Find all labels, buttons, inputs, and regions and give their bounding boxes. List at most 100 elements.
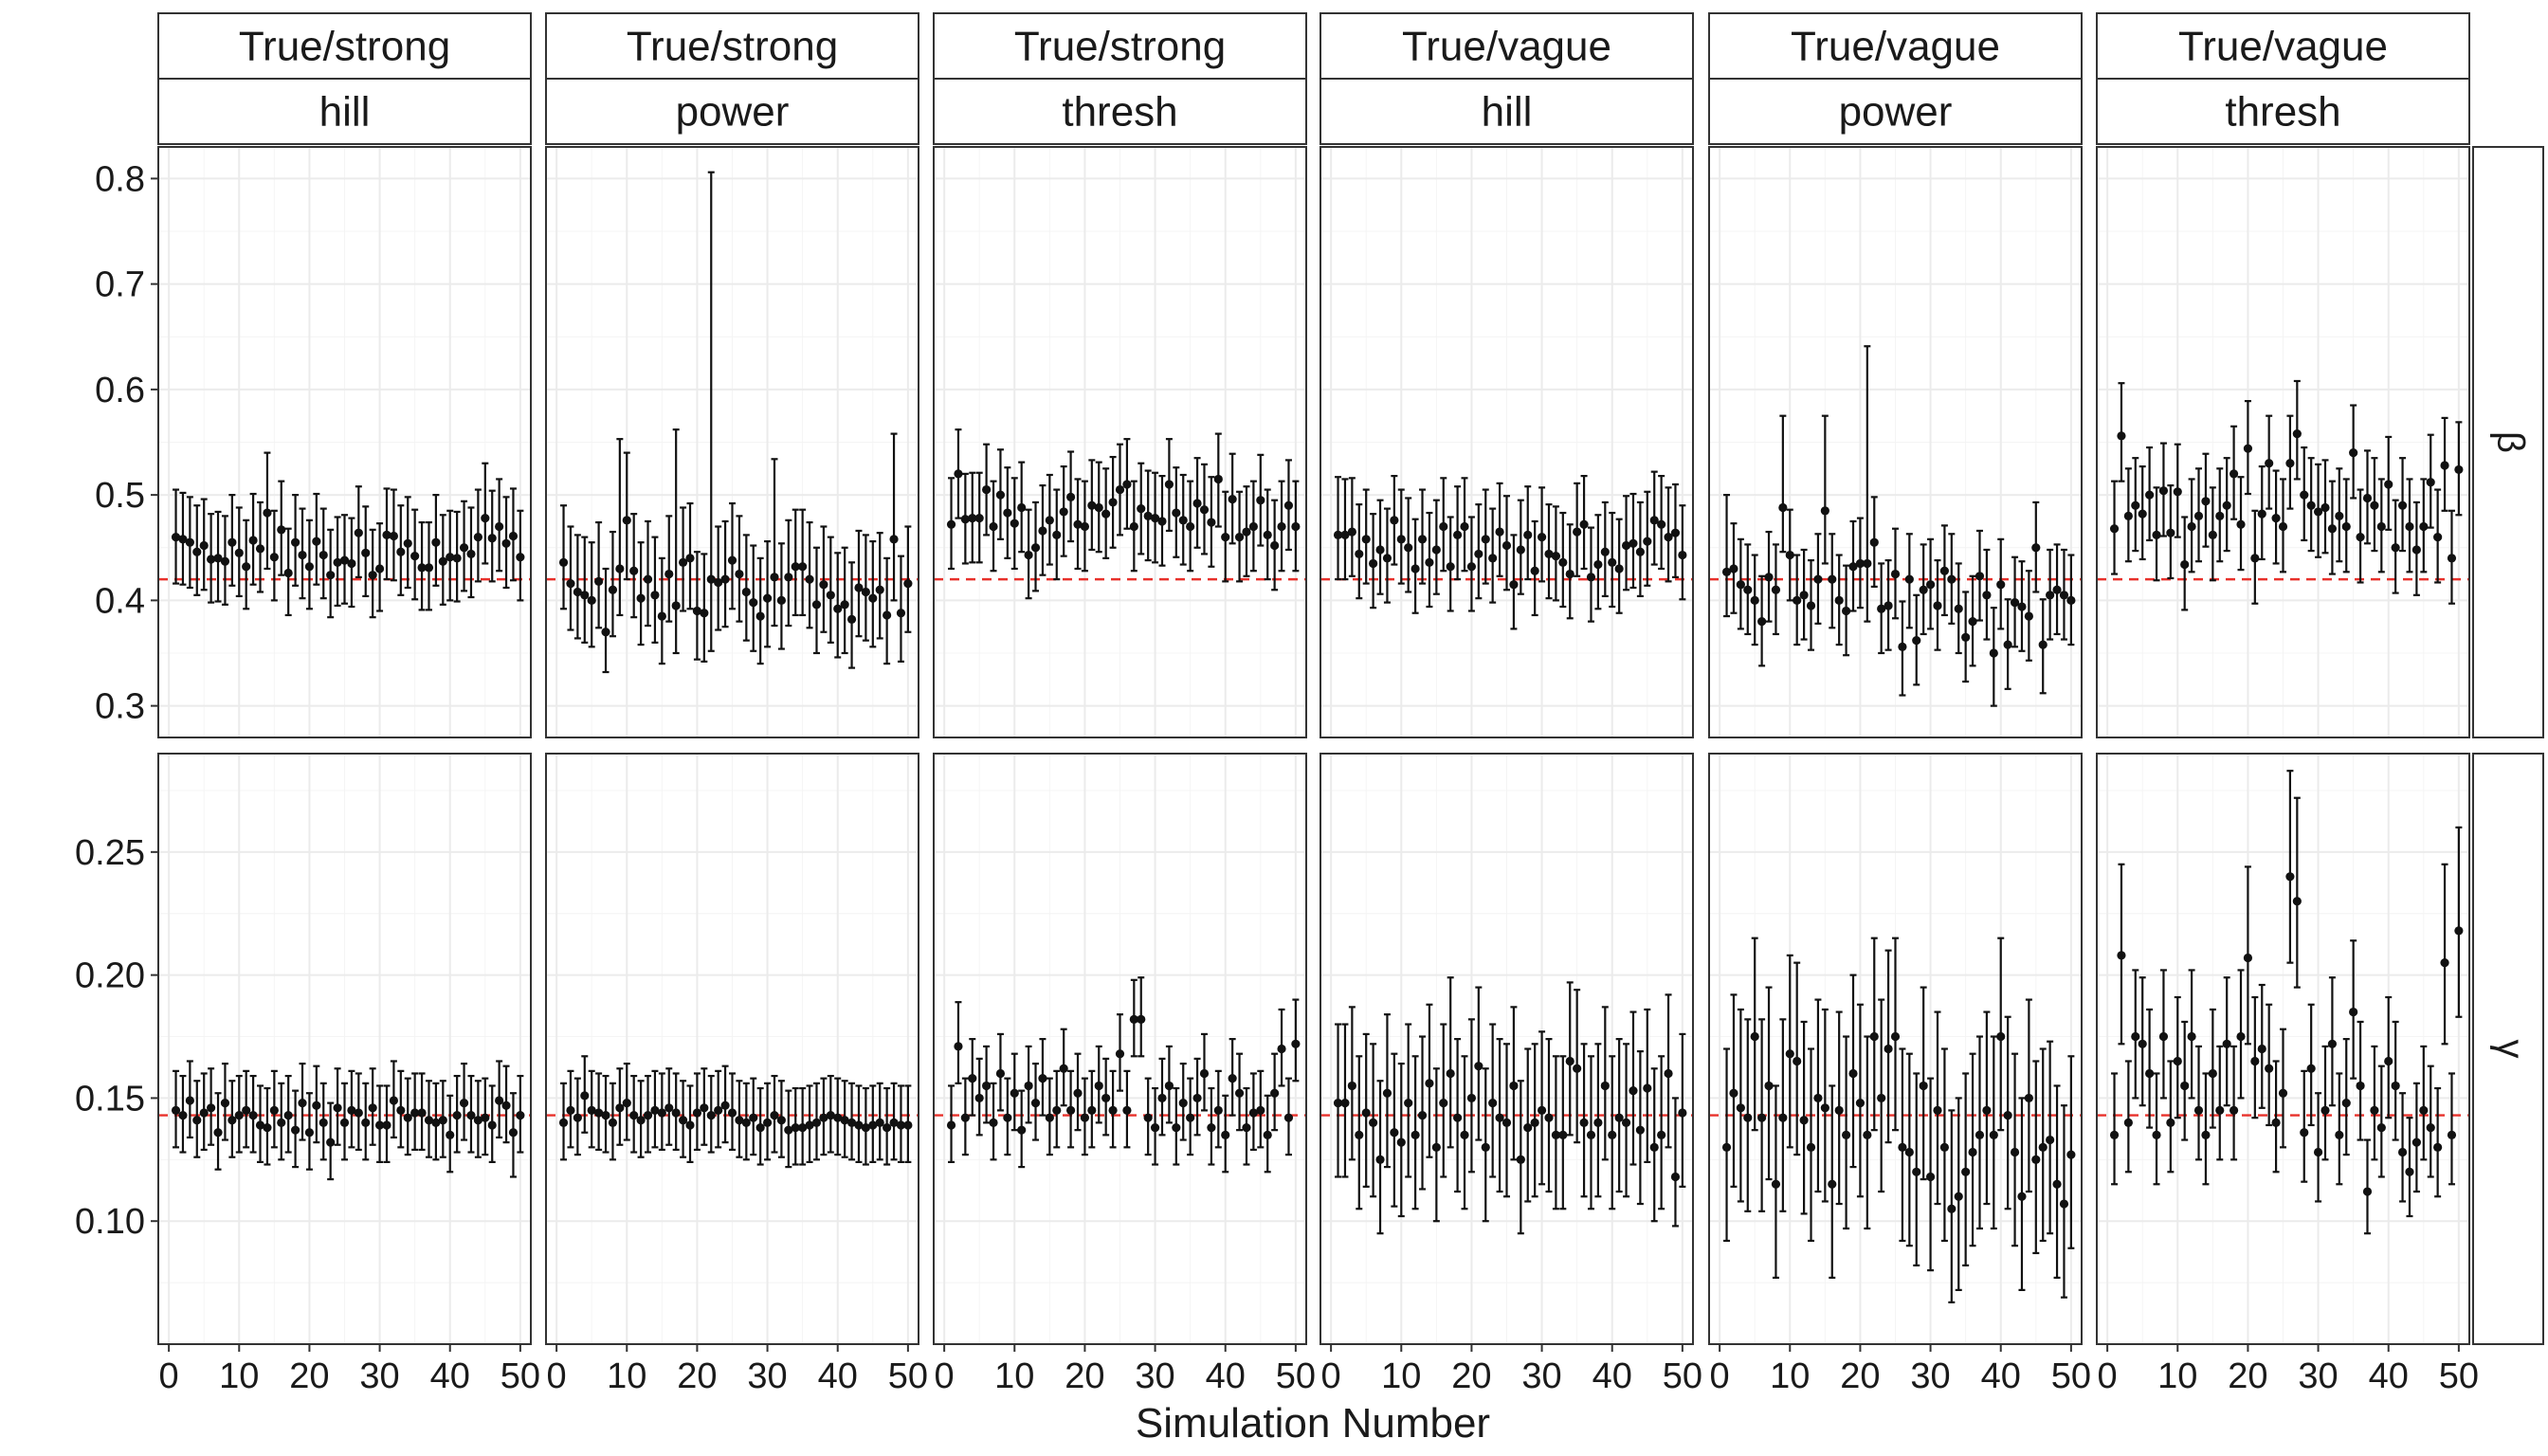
- data-point: [580, 591, 590, 600]
- data-point: [1608, 557, 1617, 567]
- strip-bottom-box: [933, 78, 1307, 145]
- x-tick-label: 30: [747, 1356, 787, 1396]
- data-point: [1975, 1130, 1985, 1139]
- data-point: [854, 583, 864, 592]
- data-point: [741, 587, 751, 597]
- data-point: [516, 1110, 525, 1120]
- panel-series: [1333, 470, 1687, 630]
- data-point: [2320, 502, 2330, 513]
- data-point: [896, 609, 906, 618]
- data-point: [2173, 487, 2182, 497]
- strip-bottom-box: [545, 78, 919, 145]
- data-point: [1108, 498, 1118, 507]
- data-point: [594, 1108, 604, 1118]
- data-point: [2215, 511, 2225, 520]
- data-point: [615, 1103, 625, 1113]
- data-point: [566, 1105, 575, 1115]
- data-point: [2278, 1088, 2288, 1098]
- data-point: [1523, 530, 1533, 540]
- data-point: [1003, 1113, 1012, 1122]
- data-point: [508, 531, 519, 541]
- data-point: [700, 1103, 709, 1113]
- data-point: [2052, 585, 2062, 594]
- strip-bottom-label: thresh: [1062, 89, 1177, 136]
- data-point: [1982, 1105, 1992, 1115]
- data-point: [1417, 535, 1428, 544]
- strip-top-box: [1708, 12, 2083, 80]
- data-point: [636, 593, 646, 603]
- data-point: [1729, 564, 1738, 573]
- data-point: [312, 1101, 321, 1110]
- data-point: [706, 1110, 716, 1120]
- data-point: [1643, 1083, 1652, 1093]
- data-point: [1213, 1105, 1223, 1115]
- data-point: [1347, 527, 1356, 537]
- data-point: [2341, 521, 2351, 532]
- data-point: [1396, 535, 1406, 544]
- data-point: [749, 1113, 758, 1122]
- data-point: [2440, 461, 2449, 470]
- data-point: [2271, 1118, 2281, 1127]
- data-point: [791, 1122, 800, 1133]
- data-point: [1340, 530, 1350, 540]
- data-point: [2109, 524, 2120, 534]
- data-point: [220, 1099, 230, 1108]
- data-point: [601, 1110, 610, 1120]
- y-tick-label: 0.20: [75, 956, 145, 996]
- data-point: [1150, 514, 1160, 523]
- data-point: [1890, 569, 1901, 579]
- data-point: [1635, 547, 1645, 556]
- data-point: [1877, 604, 1886, 613]
- data-point: [2300, 490, 2309, 500]
- data-point: [2052, 1179, 2062, 1189]
- data-point: [1954, 604, 1963, 613]
- data-point: [1961, 1167, 1971, 1176]
- data-point: [1410, 564, 1420, 573]
- data-point: [2145, 490, 2155, 500]
- data-point: [1150, 1122, 1160, 1133]
- data-point: [1425, 1079, 1434, 1088]
- data-point: [1460, 521, 1469, 532]
- data-point: [2187, 1031, 2196, 1042]
- panel-border: [1708, 753, 2083, 1345]
- data-point: [2031, 543, 2041, 553]
- data-point: [1848, 562, 1858, 572]
- data-point: [2010, 1147, 2020, 1157]
- data-point: [2180, 559, 2190, 570]
- y-tick-label: 0.25: [75, 833, 145, 873]
- data-point: [1736, 580, 1745, 590]
- data-point: [396, 547, 406, 556]
- data-point: [1670, 528, 1681, 537]
- data-point: [1481, 535, 1490, 544]
- data-point: [1558, 557, 1568, 567]
- data-point: [685, 1120, 695, 1130]
- data-point: [495, 1096, 504, 1105]
- data-point: [2433, 1142, 2443, 1152]
- data-point: [946, 519, 956, 529]
- panel-series: [558, 1055, 913, 1169]
- data-point: [1657, 1130, 1666, 1139]
- data-point: [298, 550, 307, 560]
- data-point: [1382, 554, 1392, 563]
- data-point: [755, 611, 765, 621]
- y-tick-label: 0.4: [95, 581, 145, 621]
- data-point: [2320, 1105, 2330, 1115]
- data-point: [727, 1108, 737, 1118]
- data-point: [1785, 550, 1794, 560]
- data-point: [283, 568, 293, 578]
- data-point: [657, 611, 666, 621]
- data-point: [248, 536, 258, 545]
- data-point: [1947, 574, 1956, 584]
- data-point: [2017, 1192, 2027, 1201]
- data-point: [1516, 1155, 1525, 1164]
- data-point: [213, 1128, 223, 1138]
- y-tick-label: 0.15: [75, 1079, 145, 1119]
- x-tick-label: 10: [994, 1356, 1034, 1396]
- strip-bottom-box: [157, 78, 532, 145]
- data-point: [2278, 521, 2288, 532]
- data-point: [410, 552, 420, 561]
- panel-border: [545, 146, 919, 738]
- data-point: [481, 514, 490, 523]
- data-point: [714, 577, 723, 588]
- data-point: [1452, 530, 1463, 540]
